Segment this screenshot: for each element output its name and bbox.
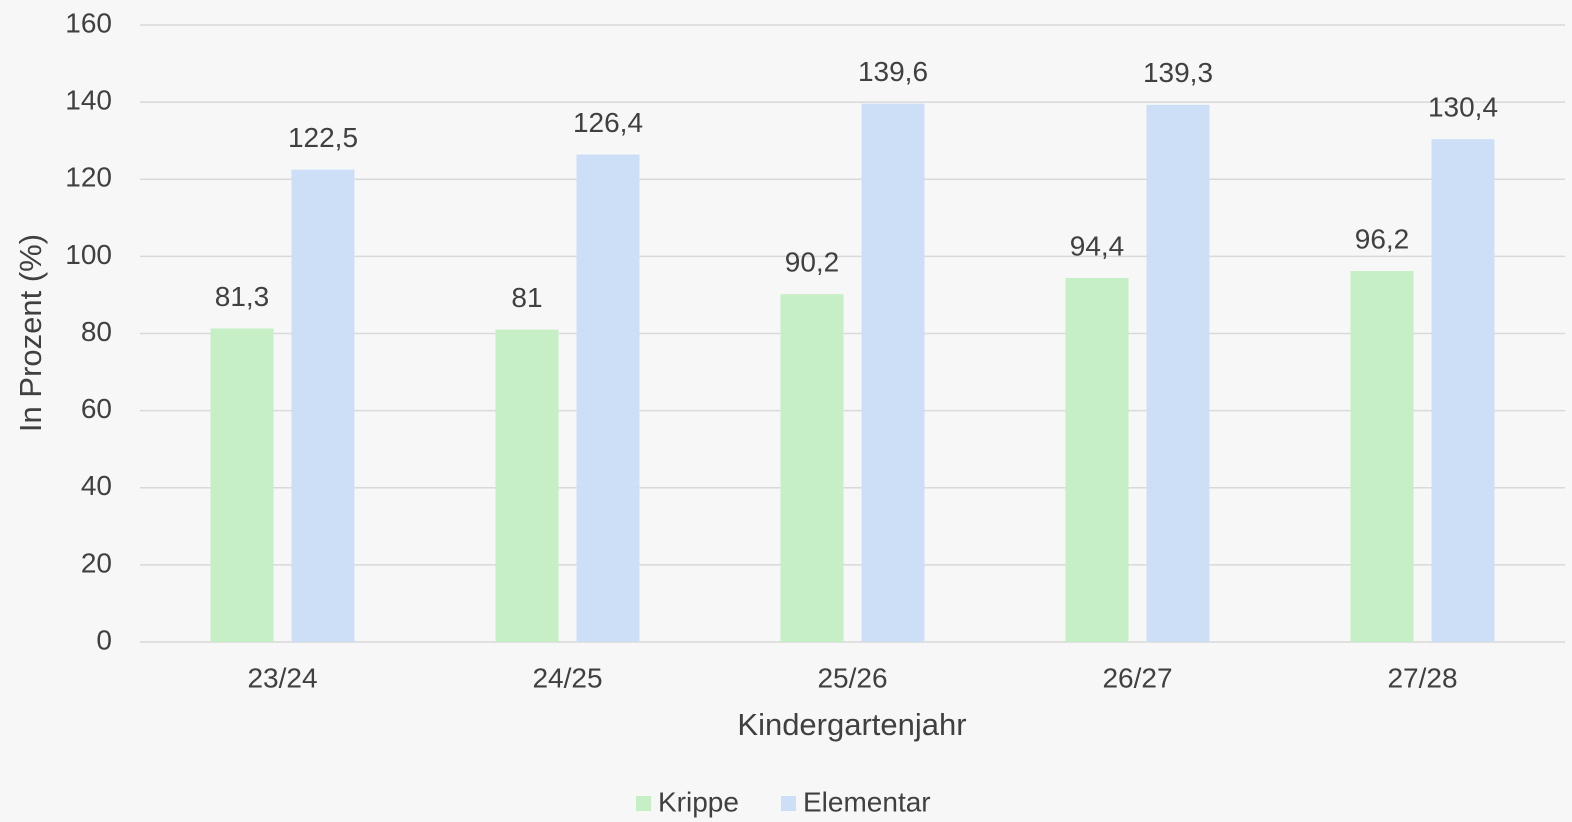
y-tick-label: 0 <box>96 624 112 655</box>
bar <box>1431 139 1495 642</box>
bar <box>495 329 559 642</box>
legend-label: Elementar <box>803 786 931 817</box>
bar <box>291 169 355 642</box>
bar <box>576 154 640 642</box>
data-label: 126,4 <box>573 107 643 138</box>
legend-swatch <box>636 796 651 811</box>
data-label: 122,5 <box>288 122 358 153</box>
y-tick-label: 140 <box>65 85 112 116</box>
y-tick-label: 80 <box>81 316 112 347</box>
y-tick-label: 120 <box>65 162 112 193</box>
x-tick-label: 27/28 <box>1387 662 1457 693</box>
bar <box>1350 271 1414 642</box>
y-tick-label: 20 <box>81 547 112 578</box>
x-tick-label: 24/25 <box>532 662 602 693</box>
data-label: 139,3 <box>1143 57 1213 88</box>
x-axis-title: Kindergartenjahr <box>737 707 966 742</box>
y-tick-label: 60 <box>81 393 112 424</box>
data-label: 81 <box>511 282 542 313</box>
y-tick-label: 100 <box>65 239 112 270</box>
x-tick-label: 26/27 <box>1102 662 1172 693</box>
data-label: 96,2 <box>1355 223 1410 254</box>
data-label: 81,3 <box>215 281 270 312</box>
bar <box>1146 104 1210 643</box>
bar <box>861 103 925 643</box>
data-label: 139,6 <box>858 56 928 87</box>
data-label: 130,4 <box>1428 92 1498 123</box>
bar <box>780 294 844 642</box>
legend-swatch <box>781 796 796 811</box>
y-axis-title: In Prozent (%) <box>13 234 48 432</box>
y-tick-label: 40 <box>81 470 112 501</box>
bar <box>1065 277 1129 642</box>
data-label: 94,4 <box>1070 230 1125 261</box>
x-tick-label: 25/26 <box>817 662 887 693</box>
legend-label: Krippe <box>658 786 739 817</box>
x-tick-label: 23/24 <box>247 662 317 693</box>
y-tick-label: 160 <box>65 7 112 38</box>
data-label: 90,2 <box>785 247 840 278</box>
bar <box>210 328 274 642</box>
